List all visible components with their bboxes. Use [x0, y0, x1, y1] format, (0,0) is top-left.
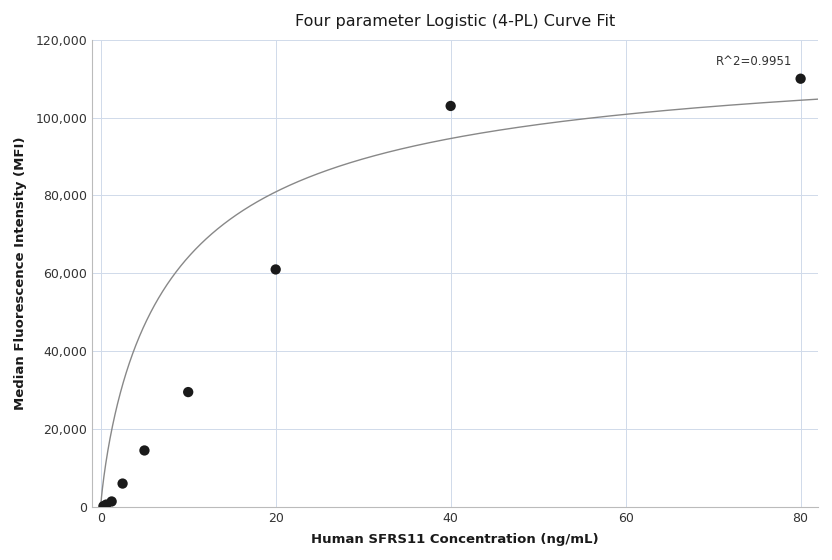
- Point: [794, 74, 807, 83]
- Point: [181, 388, 195, 396]
- Point: [105, 497, 118, 506]
- Point: [138, 446, 151, 455]
- Title: Four parameter Logistic (4-PL) Curve Fit: Four parameter Logistic (4-PL) Curve Fit: [295, 14, 615, 29]
- X-axis label: Human SFRS11 Concentration (ng/mL): Human SFRS11 Concentration (ng/mL): [311, 533, 599, 546]
- Point: [97, 502, 110, 511]
- Y-axis label: Median Fluorescence Intensity (MFI): Median Fluorescence Intensity (MFI): [14, 137, 27, 410]
- Point: [444, 101, 458, 110]
- Text: R^2=0.9951: R^2=0.9951: [716, 55, 792, 68]
- Point: [100, 500, 113, 509]
- Point: [269, 265, 282, 274]
- Point: [116, 479, 129, 488]
